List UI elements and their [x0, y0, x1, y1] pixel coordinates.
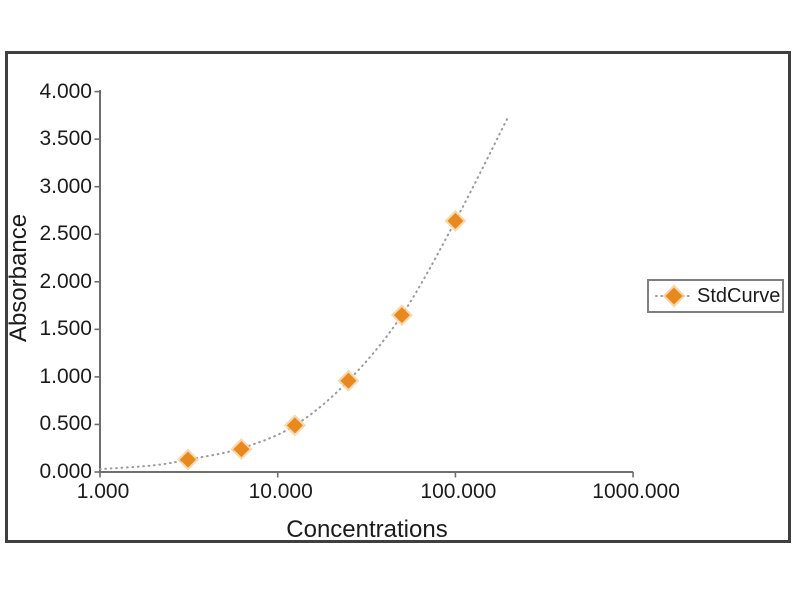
x-tick-label: 100.000 [420, 480, 497, 503]
legend-label: StdCurve [697, 284, 781, 307]
x-tick-label: 1000.000 [592, 480, 680, 503]
y-tick-label: 2.000 [39, 269, 92, 293]
legend: StdCurve [647, 279, 784, 313]
data-point-marker [393, 307, 410, 324]
data-point-marker [340, 372, 357, 389]
stdcurve-marker-icon [655, 284, 693, 308]
y-tick-label: 0.000 [39, 460, 92, 483]
x-tick-label: 1.000 [76, 480, 130, 503]
x-axis-title: Concentrations [286, 516, 448, 543]
y-tick-label: 4.000 [39, 79, 92, 103]
y-tick-label: 1.500 [39, 317, 92, 341]
y-tick-label: 3.500 [39, 127, 92, 151]
y-tick-label: 3.000 [39, 174, 92, 198]
data-point-marker [233, 441, 250, 458]
y-tick-label: 2.500 [39, 222, 92, 246]
data-point-marker [179, 451, 196, 468]
y-tick-label: 1.000 [39, 364, 92, 388]
fit-curve [99, 114, 510, 471]
x-tick-label: 10.000 [248, 480, 313, 503]
y-axis-title: Absorbance [5, 213, 32, 343]
y-tick-label: 0.500 [39, 412, 92, 436]
data-point-marker [447, 212, 464, 229]
legend-diamond-icon [665, 287, 683, 305]
data-point-marker [286, 417, 303, 434]
